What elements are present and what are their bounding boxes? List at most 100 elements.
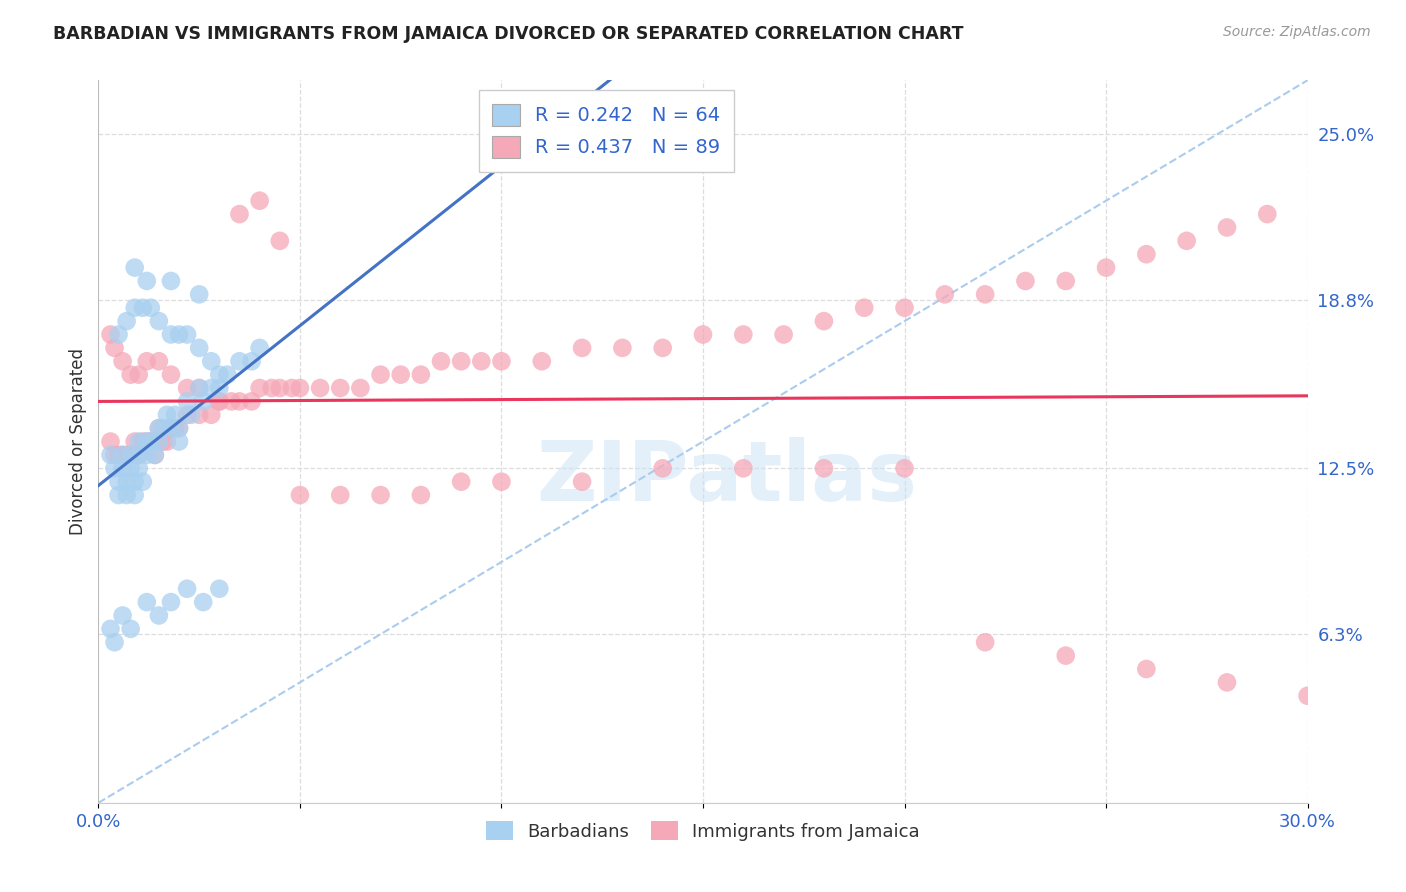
- Point: [281, 381, 304, 395]
- Point: [160, 368, 183, 382]
- Point: [160, 421, 183, 435]
- Point: [111, 354, 134, 368]
- Point: [103, 341, 125, 355]
- Point: [329, 381, 352, 395]
- Point: [692, 327, 714, 342]
- Point: [124, 488, 146, 502]
- Point: [733, 461, 755, 475]
- Point: [111, 448, 134, 462]
- Point: [200, 408, 222, 422]
- Point: [128, 434, 150, 449]
- Point: [228, 354, 250, 368]
- Point: [120, 622, 142, 636]
- Point: [103, 448, 125, 462]
- Point: [450, 354, 472, 368]
- Point: [160, 274, 183, 288]
- Point: [111, 448, 134, 462]
- Point: [124, 260, 146, 275]
- Point: [148, 608, 170, 623]
- Point: [260, 381, 283, 395]
- Point: [124, 301, 146, 315]
- Point: [163, 421, 186, 435]
- Point: [148, 421, 170, 435]
- Point: [163, 408, 186, 422]
- Text: Source: ZipAtlas.com: Source: ZipAtlas.com: [1223, 25, 1371, 39]
- Point: [530, 354, 553, 368]
- Point: [208, 394, 231, 409]
- Point: [1054, 274, 1077, 288]
- Point: [111, 461, 134, 475]
- Point: [1175, 234, 1198, 248]
- Point: [152, 421, 174, 435]
- Point: [176, 327, 198, 342]
- Point: [249, 381, 271, 395]
- Point: [128, 448, 150, 462]
- Point: [100, 622, 122, 636]
- Point: [176, 582, 198, 596]
- Point: [1014, 274, 1036, 288]
- Point: [249, 341, 271, 355]
- Point: [249, 194, 271, 208]
- Point: [167, 421, 190, 435]
- Point: [288, 488, 311, 502]
- Point: [240, 394, 263, 409]
- Point: [167, 434, 190, 449]
- Point: [120, 448, 142, 462]
- Point: [120, 448, 142, 462]
- Point: [139, 434, 162, 449]
- Point: [389, 368, 412, 382]
- Point: [139, 434, 162, 449]
- Point: [772, 327, 794, 342]
- Point: [188, 381, 211, 395]
- Point: [135, 434, 157, 449]
- Point: [200, 381, 222, 395]
- Point: [107, 475, 129, 489]
- Point: [107, 488, 129, 502]
- Point: [934, 287, 956, 301]
- Point: [132, 434, 155, 449]
- Point: [974, 635, 997, 649]
- Point: [1135, 247, 1157, 261]
- Point: [128, 368, 150, 382]
- Point: [132, 475, 155, 489]
- Text: BARBADIAN VS IMMIGRANTS FROM JAMAICA DIVORCED OR SEPARATED CORRELATION CHART: BARBADIAN VS IMMIGRANTS FROM JAMAICA DIV…: [53, 25, 965, 43]
- Point: [329, 488, 352, 502]
- Point: [107, 448, 129, 462]
- Point: [370, 368, 392, 382]
- Point: [135, 448, 157, 462]
- Point: [143, 448, 166, 462]
- Point: [160, 327, 183, 342]
- Point: [208, 582, 231, 596]
- Point: [208, 381, 231, 395]
- Point: [893, 461, 915, 475]
- Point: [349, 381, 371, 395]
- Point: [733, 327, 755, 342]
- Point: [103, 635, 125, 649]
- Point: [571, 341, 593, 355]
- Point: [120, 368, 142, 382]
- Point: [124, 434, 146, 449]
- Y-axis label: Divorced or Separated: Divorced or Separated: [69, 348, 87, 535]
- Point: [124, 475, 146, 489]
- Point: [1296, 689, 1319, 703]
- Point: [571, 475, 593, 489]
- Point: [370, 488, 392, 502]
- Point: [1216, 220, 1239, 235]
- Point: [139, 301, 162, 315]
- Legend: Barbadians, Immigrants from Jamaica: Barbadians, Immigrants from Jamaica: [478, 814, 928, 848]
- Point: [221, 394, 243, 409]
- Point: [100, 434, 122, 449]
- Point: [1216, 675, 1239, 690]
- Point: [612, 341, 634, 355]
- Point: [148, 314, 170, 328]
- Point: [813, 314, 835, 328]
- Point: [450, 475, 472, 489]
- Point: [1095, 260, 1118, 275]
- Point: [409, 368, 432, 382]
- Point: [111, 608, 134, 623]
- Point: [160, 595, 183, 609]
- Point: [1054, 648, 1077, 663]
- Point: [813, 461, 835, 475]
- Point: [228, 394, 250, 409]
- Point: [120, 461, 142, 475]
